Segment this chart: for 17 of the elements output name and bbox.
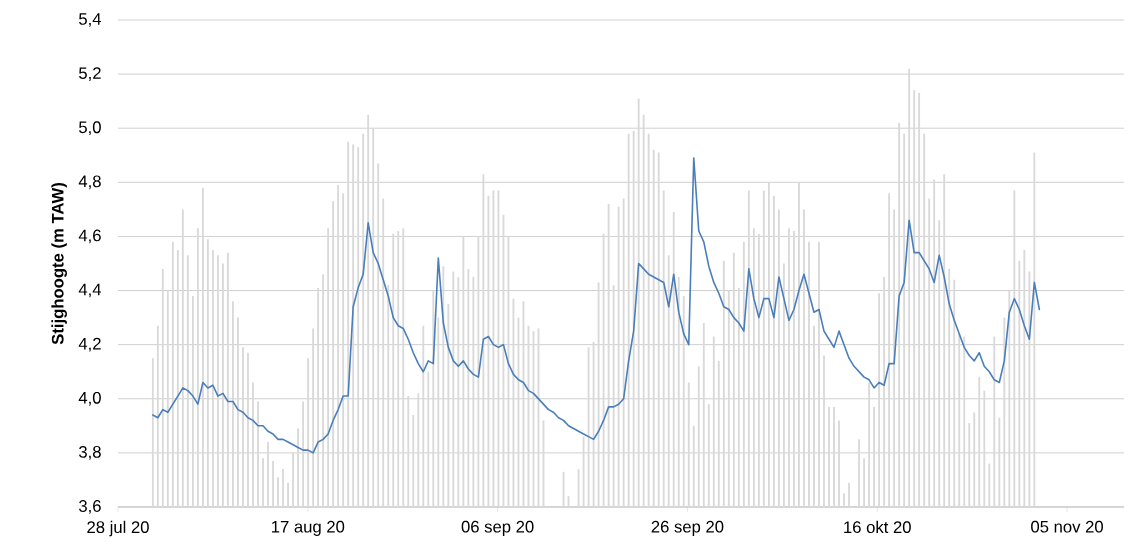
x-tick-label: 05 nov 20 — [1031, 520, 1103, 533]
y-tick-label: 5,0 — [79, 121, 101, 136]
y-tick-label: 4,4 — [78, 283, 102, 298]
y-tick-label: 3,8 — [78, 446, 101, 460]
x-tick-label: 17 aug 20 — [272, 520, 345, 536]
y-tick-label: 4,6 — [78, 229, 101, 244]
y-tick-label: 4,0 — [78, 391, 101, 406]
x-tick-label: 26 sep 20 — [651, 520, 724, 536]
x-tick-label: 16 okt 20 — [844, 520, 911, 534]
y-tick-label: 3,6 — [78, 500, 101, 514]
x-tick-label: 28 jul 20 — [87, 520, 149, 537]
y-tick-label: 4,2 — [78, 337, 101, 352]
y-tick-label: 5,4 — [79, 13, 102, 27]
y-tick-label: 4,8 — [78, 175, 101, 190]
y-tick-label: 5,2 — [79, 67, 101, 81]
y-axis-title: Stijghoogte (m TAW) — [51, 182, 67, 345]
x-tick-label: 06 sep 20 — [461, 520, 534, 536]
